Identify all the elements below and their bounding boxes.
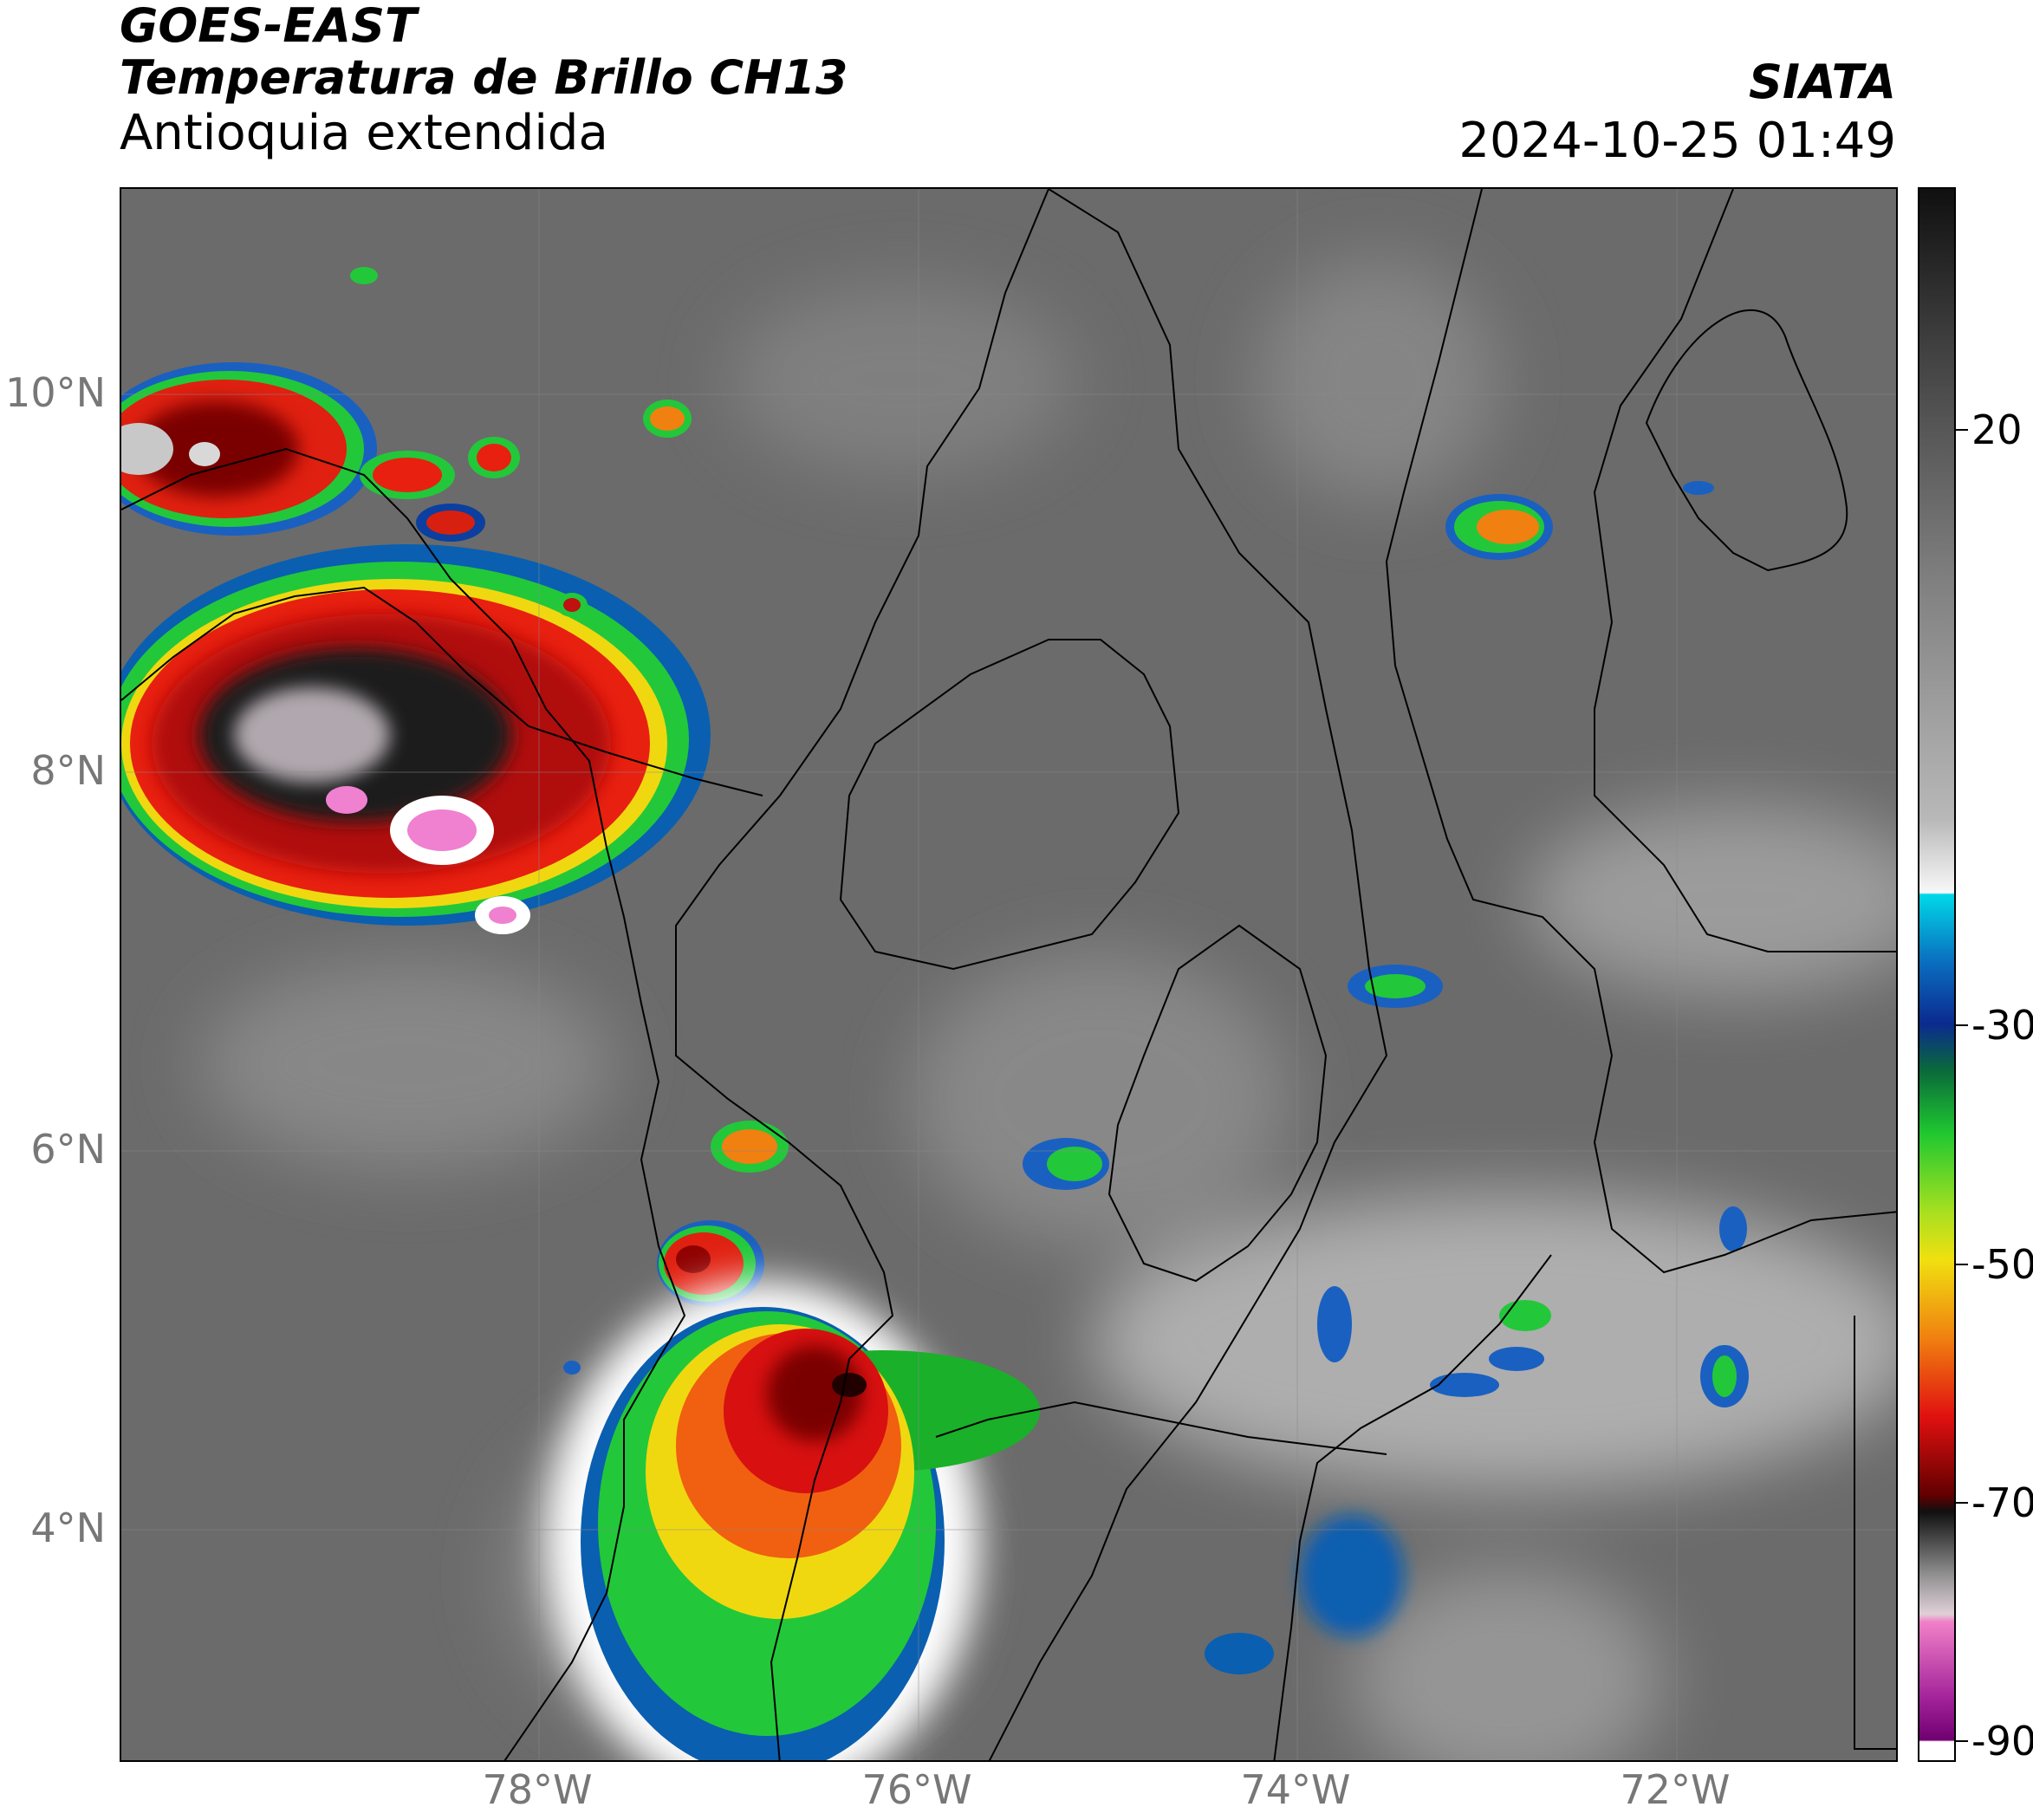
satellite-title: GOES-EAST bbox=[120, 0, 417, 53]
graticule bbox=[121, 189, 1896, 1760]
title-block: GOES-EAST Temperatura de Brillo CH13 Ant… bbox=[120, 0, 848, 163]
lon-label-72w: 72°W bbox=[1620, 1766, 1731, 1813]
lon-label-74w: 74°W bbox=[1240, 1766, 1351, 1813]
product-title: Temperatura de Brillo CH13 bbox=[120, 50, 848, 105]
cirrus-shield bbox=[199, 258, 1896, 1760]
lon-label-78w: 78°W bbox=[482, 1766, 593, 1813]
temperature-colorbar bbox=[1918, 187, 1956, 1762]
colorbar-label-minus50: -50 bbox=[1971, 1241, 2033, 1288]
colorbar-tick-20 bbox=[1956, 429, 1968, 431]
political-borders bbox=[121, 189, 1896, 1760]
colorbar-label-minus30: -30 bbox=[1971, 1002, 2033, 1049]
agency-name: SIATA bbox=[1748, 55, 1896, 109]
storm-south-large bbox=[546, 1281, 1040, 1760]
colorbar-label-minus90: -90 bbox=[1971, 1718, 2033, 1765]
brightness-temperature-field bbox=[121, 189, 1896, 1760]
lat-label-10n: 10°N bbox=[5, 369, 106, 416]
colorbar-label-minus70: -70 bbox=[1971, 1479, 2033, 1526]
timestamp: 2024-10-25 01:49 bbox=[1458, 113, 1896, 169]
colorbar-gradient bbox=[1919, 189, 1954, 1760]
lat-label-4n: 4°N bbox=[30, 1505, 106, 1551]
colorbar-tick-minus70 bbox=[1956, 1502, 1968, 1504]
region-subtitle: Antioquia extendida bbox=[120, 105, 608, 161]
colorbar-tick-minus30 bbox=[1956, 1024, 1968, 1026]
storm-northwest-large bbox=[121, 544, 711, 934]
colorbar-label-20: 20 bbox=[1971, 406, 2023, 453]
lat-label-6n: 6°N bbox=[30, 1126, 106, 1173]
colorbar-tick-minus50 bbox=[1956, 1264, 1968, 1265]
satellite-map bbox=[120, 187, 1898, 1762]
lon-label-76w: 76°W bbox=[861, 1766, 972, 1813]
storm-cells-east bbox=[563, 1206, 1749, 1674]
agency-block: SIATA 2024-10-25 01:49 bbox=[1458, 54, 1896, 172]
storm-central-west bbox=[635, 1121, 789, 1583]
storm-northwest-top bbox=[121, 267, 692, 617]
lat-label-8n: 8°N bbox=[30, 747, 106, 794]
colorbar-tick-minus90 bbox=[1956, 1740, 1968, 1742]
